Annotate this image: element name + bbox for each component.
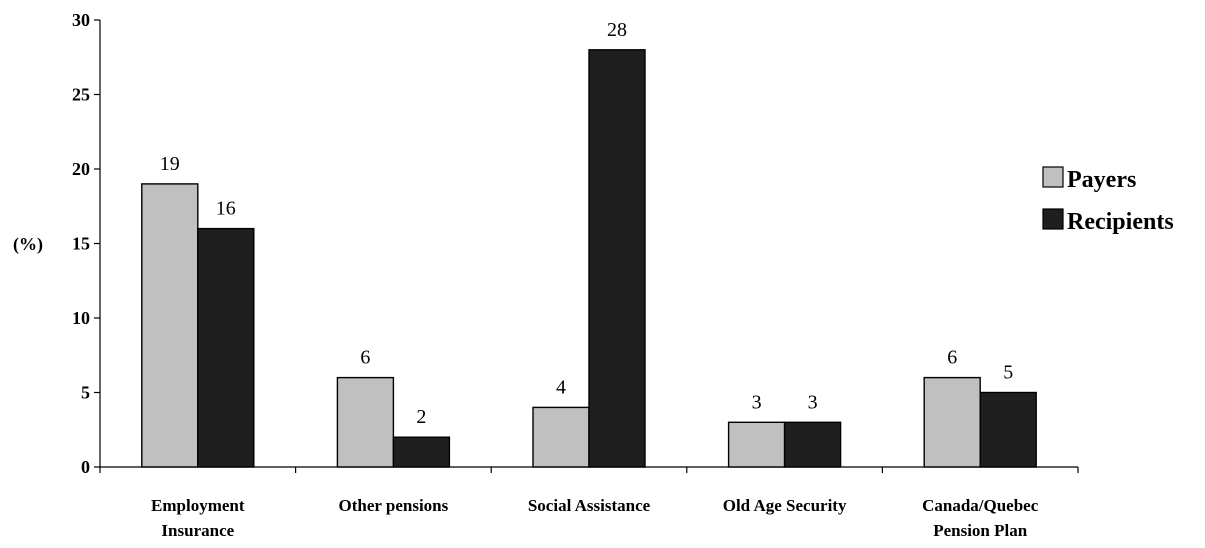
- data-label: 3: [752, 391, 762, 413]
- y-tick-label: 25: [72, 85, 90, 105]
- chart-legend: Payers Recipients: [1042, 166, 1174, 235]
- bar-payers: [923, 376, 981, 468]
- bar-recipients: [783, 421, 842, 468]
- y-tick-label: 30: [72, 10, 90, 30]
- x-tick-label: Other pensions: [339, 496, 449, 515]
- bar-recipients: [979, 391, 1037, 468]
- data-label: 6: [360, 347, 370, 369]
- legend-swatch-recipients: [1042, 208, 1064, 230]
- x-tick-label: Canada/Quebec Pension Plan: [922, 496, 1039, 540]
- legend-swatch-payers: [1042, 166, 1064, 188]
- data-label: 16: [216, 198, 236, 220]
- bar-recipients: [392, 436, 451, 468]
- bar-payers: [532, 406, 590, 468]
- data-label: 2: [416, 406, 426, 428]
- y-tick-label: 0: [81, 457, 90, 477]
- bar-recipients: [588, 49, 646, 468]
- legend-label-recipients: Recipients: [1067, 209, 1174, 235]
- y-tick-label: 20: [72, 159, 90, 179]
- y-axis-label: (%): [13, 234, 43, 255]
- y-tick-label: 10: [72, 308, 90, 328]
- data-label: 3: [808, 391, 818, 413]
- chart-data-labels: 19 16 6 2 4 28 3 3 6 5: [160, 19, 1013, 428]
- chart-bars: [141, 49, 1037, 468]
- bar-payers: [727, 421, 786, 468]
- y-tick-label: 15: [72, 234, 90, 254]
- bar-payers: [141, 183, 199, 468]
- x-tick-label: Employment Insurance: [151, 496, 245, 540]
- data-label: 19: [160, 153, 180, 175]
- legend-label-payers: Payers: [1067, 167, 1136, 193]
- x-tick-label: Social Assistance: [528, 496, 651, 515]
- x-tick-label: Old Age Security: [723, 496, 847, 515]
- y-tick-label: 5: [81, 383, 90, 403]
- data-label: 4: [556, 376, 566, 398]
- bar-payers: [336, 376, 395, 468]
- bar-recipients: [197, 227, 255, 468]
- data-label: 28: [607, 19, 627, 41]
- data-label: 6: [947, 347, 957, 369]
- data-label: 5: [1003, 362, 1013, 384]
